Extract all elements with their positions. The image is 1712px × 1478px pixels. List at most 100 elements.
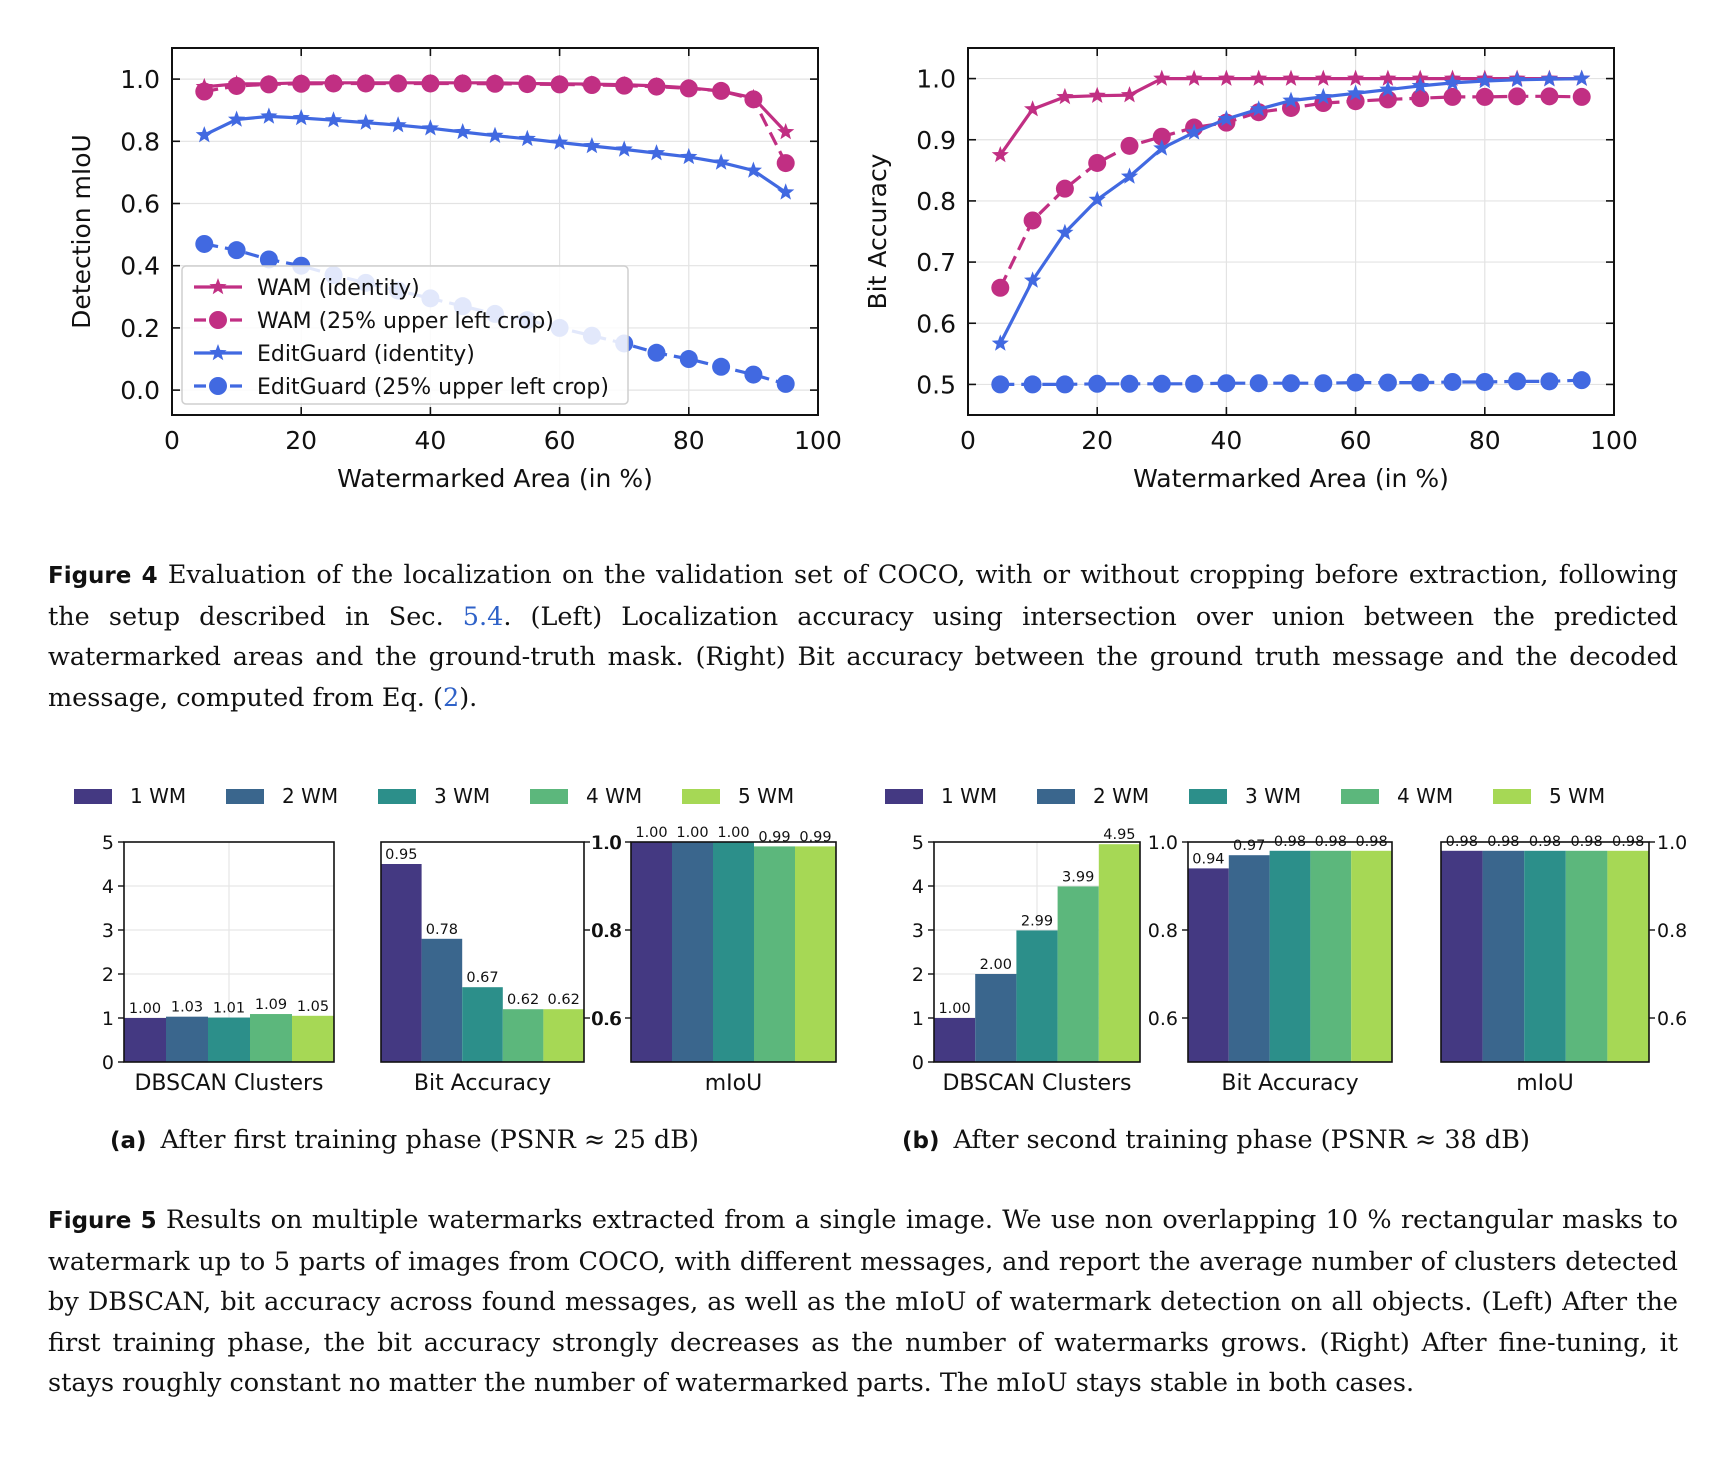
star-marker (195, 126, 213, 143)
bar-value-label: 2.00 (980, 957, 1012, 973)
x-axis-label: Bit Accuracy (1221, 1071, 1358, 1096)
figure5-subcaption-b: (b) After second training phase (PSNR ≈ 3… (902, 1125, 1530, 1155)
star-marker (1024, 271, 1042, 288)
legend-swatch (378, 789, 416, 804)
plot-frame (933, 841, 1141, 1063)
bar (795, 846, 836, 1062)
bar (975, 974, 1017, 1062)
star-marker (1120, 86, 1139, 103)
star-marker (712, 153, 730, 170)
star-marker (991, 146, 1009, 163)
y-tick-label: 0.5 (916, 370, 956, 399)
series-3 (991, 371, 1591, 394)
bar (1057, 886, 1099, 1062)
circle-marker (227, 76, 246, 95)
legend-swatch (885, 789, 923, 804)
circle-marker (1088, 153, 1107, 172)
circle-marker (1443, 87, 1462, 106)
plot-frame (123, 841, 335, 1063)
y-tick-label: 0.8 (916, 187, 956, 216)
y-tick-label: 4 (102, 876, 114, 898)
star-marker (1153, 139, 1171, 156)
y-tick-label: 1.0 (1148, 832, 1178, 854)
bar-value-label: 0.97 (1233, 838, 1265, 854)
bar-panel-miou: 1.00 1.00 1.00 0.99 0.99 0.6 0.8 1.0 mIoU (591, 825, 837, 1096)
plot-frame (630, 841, 837, 1063)
subcaption-b-label: (b) (902, 1128, 940, 1154)
legend-label: 2 WM (1093, 784, 1149, 808)
x-tick-label: 0 (960, 426, 976, 455)
subcaption-b-text: After second training phase (PSNR ≈ 38 d… (953, 1125, 1530, 1155)
series-2 (991, 69, 1591, 351)
x-axis-label: DBSCAN Clusters (134, 1071, 323, 1096)
legend-label: 3 WM (1245, 784, 1301, 808)
bar-value-label: 1.00 (635, 825, 667, 841)
bar-value-label: 1.00 (938, 1001, 970, 1017)
star-marker (744, 161, 762, 178)
line-chart-bit-accuracy: 0 20 40 60 80 100 0.5 0.6 0.7 0.8 0.9 1.0 Watermarke… (863, 47, 1638, 493)
bar (502, 1009, 544, 1062)
star-marker (1217, 69, 1235, 86)
circle-marker (195, 82, 214, 101)
y-axis-label: Detection mIoU (67, 134, 96, 329)
star-marker (228, 110, 246, 127)
y-tick-label: 0.6 (591, 1008, 621, 1030)
star-marker (615, 140, 633, 157)
legend-label: 5 WM (738, 784, 794, 808)
bar-panel-bit-accuracy: 0.95 0.78 0.67 0.62 0.62 0.6 0.8 1.0 Bit Accurac… (380, 832, 622, 1096)
bar-group-b: 1 WM 2 WM 3 WM 4 WM 5 WM1.002.002.993.994.95… (885, 784, 1687, 1096)
x-tick-label: 80 (1469, 426, 1501, 455)
circle-marker (227, 241, 246, 260)
star-marker (1347, 84, 1365, 101)
bar (1565, 850, 1608, 1062)
circle-marker (550, 75, 569, 94)
figure4-line-charts: 0 20 40 60 80 100 0.0 0.2 0.4 0.6 0.8 1.0 Watermarke… (67, 47, 1638, 493)
star-marker (486, 126, 504, 143)
star-marker (1314, 69, 1332, 86)
figure4-section-ref-link[interactable]: 5.4 (462, 601, 504, 632)
bar (631, 842, 672, 1062)
bar (1482, 850, 1525, 1062)
circle-marker (1152, 374, 1171, 393)
circle-marker (1411, 89, 1430, 108)
bar-value-label: 1.03 (171, 1000, 203, 1016)
y-tick-label: 3 (102, 920, 114, 942)
y-tick-label: 1.0 (120, 65, 160, 94)
x-tick-label: 0 (164, 426, 180, 455)
y-tick-label: 0.8 (591, 920, 621, 942)
bar (543, 1009, 584, 1062)
bar-value-label: 1.00 (129, 1001, 161, 1017)
star-marker (1250, 100, 1268, 117)
y-tick-label: 0.8 (1148, 920, 1178, 942)
y-tick-label: 0.4 (120, 252, 160, 281)
y-tick-label: 0.6 (1148, 1008, 1178, 1030)
y-tick-label: 1 (102, 1008, 114, 1030)
bar-panel-dbscan-clusters: 1.00 1.03 1.01 1.09 1.05 0 1 2 3 4 5 DBSCAN Cluster… (102, 832, 335, 1096)
bar (754, 846, 795, 1062)
star-marker (1282, 91, 1300, 108)
figure5-caption: Figure 5 Results on multiple watermarks … (48, 1200, 1678, 1404)
circle-marker (1443, 372, 1462, 391)
circle-marker (991, 375, 1010, 394)
star-marker (680, 147, 698, 165)
plot-frame (967, 47, 1615, 416)
legend-label: WAM (25% upper left crop) (257, 309, 554, 334)
star-marker (1476, 72, 1494, 89)
figure4-label: Figure 4 (48, 563, 158, 589)
y-tick-label: 0.7 (916, 248, 956, 277)
circle-marker (1378, 373, 1397, 392)
circle-marker (453, 74, 472, 93)
star-marker (647, 144, 666, 161)
bar (421, 938, 463, 1062)
circle-marker (1314, 374, 1333, 393)
legend-swatch (74, 789, 112, 804)
star-marker (551, 133, 569, 150)
circle-marker (518, 75, 537, 94)
y-tick-label: 0.8 (592, 920, 622, 942)
bar-value-label: 0.62 (548, 992, 580, 1008)
figure4-caption-text-1: Evaluation of the localization on the va… (48, 560, 1679, 632)
figure4-equation-ref-link[interactable]: 2 (442, 682, 460, 713)
circle-marker (744, 365, 763, 384)
legend-swatch (226, 789, 264, 804)
